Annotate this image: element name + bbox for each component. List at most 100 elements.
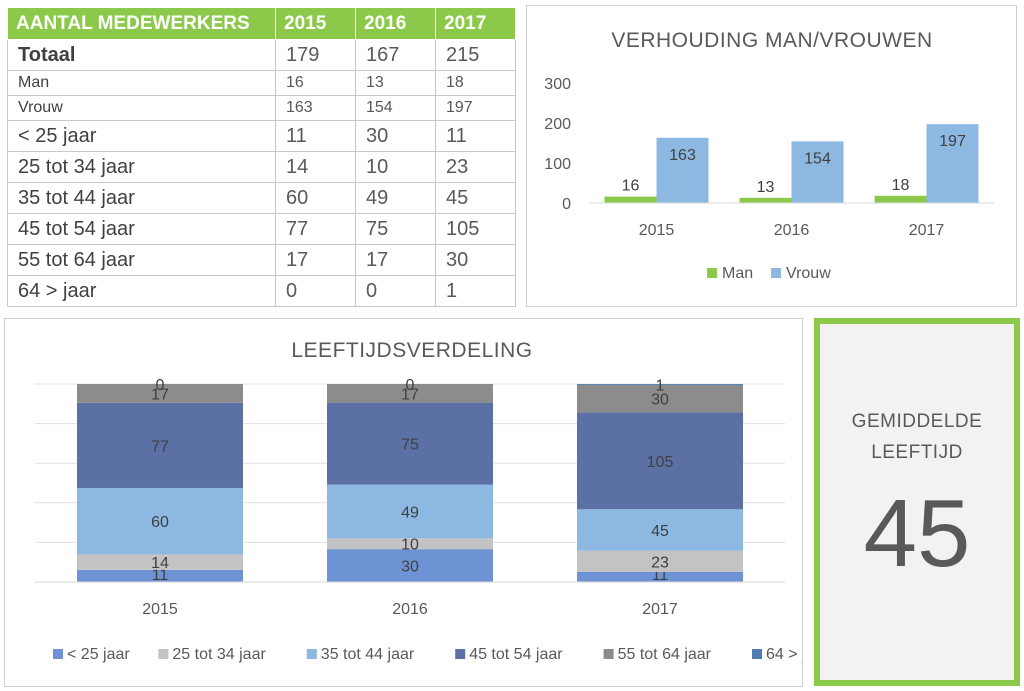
table-row: 55 tot 64 jaar 17 17 30: [7, 244, 516, 276]
table-row: Totaal 179 167 215: [7, 39, 516, 71]
bar-man: [739, 197, 792, 203]
cell-value: 11: [275, 120, 356, 152]
legend-swatch: [306, 649, 317, 659]
stack-segment: [577, 550, 743, 572]
table-header-year: 2015: [275, 7, 356, 40]
row-label: 35 tot 44 jaar: [7, 182, 276, 214]
data-label: 14: [151, 555, 169, 572]
legend-label: 55 tot 64 jaar: [618, 646, 712, 663]
legend-swatch: [771, 268, 781, 278]
table-row: 25 tot 34 jaar 14 10 23: [7, 151, 516, 183]
row-label: Totaal: [7, 39, 276, 71]
y-tick-label: 200: [544, 116, 571, 133]
average-age-label-line2: LEEFTIJD: [871, 442, 963, 463]
gender-chart: VERHOUDING MAN/VROUWEN 0 100 200 300 16 163 201…: [544, 29, 994, 282]
stack-segment: [577, 412, 743, 510]
cell-value: 154: [355, 95, 436, 121]
cell-value: 1: [435, 275, 516, 307]
stack-segment: [577, 571, 743, 582]
stack-segment: [327, 402, 493, 485]
table-row: < 25 jaar 11 30 11: [7, 120, 516, 152]
table-row: 35 tot 44 jaar 60 49 45: [7, 182, 516, 214]
cell-value: 45: [435, 182, 516, 214]
data-label: 18: [892, 177, 910, 194]
cell-value: 17: [275, 244, 356, 276]
row-label: 25 tot 34 jaar: [7, 151, 276, 183]
legend-label: 25 tot 34 jaar: [172, 646, 266, 663]
stack-segment: [77, 487, 243, 555]
stack-segment: [327, 538, 493, 550]
bar-vrouw: [656, 137, 709, 203]
legend-label: Vrouw: [786, 265, 831, 282]
data-label: 0: [156, 377, 165, 394]
row-label: < 25 jaar: [7, 120, 276, 152]
data-label: 49: [401, 504, 419, 521]
data-label: 23: [651, 554, 669, 571]
stack-segment: [77, 384, 243, 403]
bar-vrouw: [926, 124, 979, 203]
data-label: 30: [401, 559, 419, 576]
cell-value: 18: [435, 70, 516, 96]
legend-swatch: [455, 649, 466, 659]
y-tick-label: 300: [544, 76, 571, 93]
average-age-card: GEMIDDELDE LEEFTIJD 45: [814, 318, 1020, 686]
x-tick-label: 2015: [142, 601, 178, 618]
bar-man: [874, 195, 927, 203]
average-age-label: GEMIDDELDE LEEFTIJD: [820, 406, 1014, 468]
data-label: 1: [656, 377, 665, 394]
legend-label: Man: [722, 265, 753, 282]
row-label: Man: [7, 70, 276, 96]
cell-value: 0: [355, 275, 436, 307]
cell-value: 0: [275, 275, 356, 307]
legend-swatch: [752, 649, 762, 659]
cell-value: 105: [435, 213, 516, 245]
staff-count-table: AANTAL MEDEWERKERS 2015 2016 2017 Totaal…: [7, 7, 516, 310]
data-label: 13: [757, 179, 775, 196]
table-row: 45 tot 54 jaar 77 75 105: [7, 213, 516, 245]
cell-value: 23: [435, 151, 516, 183]
cell-value: 77: [275, 213, 356, 245]
cell-value: 75: [355, 213, 436, 245]
data-label: 197: [939, 133, 966, 150]
stack-segment: [327, 384, 493, 403]
table-header-year: 2017: [435, 7, 516, 40]
cell-value: 49: [355, 182, 436, 214]
data-label: 105: [647, 454, 674, 471]
legend-swatch: [53, 649, 63, 659]
data-label: 77: [151, 438, 169, 455]
cell-value: 13: [355, 70, 436, 96]
cell-value: 17: [355, 244, 436, 276]
chart-title: LEEFTIJDSVERDELING: [291, 339, 532, 362]
row-label: Vrouw: [7, 95, 276, 121]
y-tick-label: 0: [562, 196, 571, 213]
bar-man: [604, 196, 657, 203]
x-tick-label: 2015: [639, 222, 675, 239]
average-age-label-line1: GEMIDDELDE: [851, 411, 983, 432]
legend-swatch: [603, 649, 614, 659]
data-label: 17: [401, 386, 419, 403]
row-label: 55 tot 64 jaar: [7, 244, 276, 276]
table-header-title: AANTAL MEDEWERKERS: [7, 7, 276, 40]
cell-value: 14: [275, 151, 356, 183]
data-label: 0: [406, 377, 415, 394]
chart-title: VERHOUDING MAN/VROUWEN: [611, 29, 932, 52]
legend-label: 45 tot 54 jaar: [469, 646, 563, 663]
stack-segment: [77, 554, 243, 570]
x-tick-label: 2016: [392, 601, 428, 618]
data-label: 17: [151, 386, 169, 403]
cell-value: 215: [435, 39, 516, 71]
cell-value: 10: [355, 151, 436, 183]
row-label: 64 > jaar: [7, 275, 276, 307]
x-tick-label: 2016: [774, 222, 810, 239]
average-age-value: 45: [863, 480, 971, 587]
cell-value: 60: [275, 182, 356, 214]
age-chart-panel: LEEFTIJDSVERDELING 11 14 60 77 17 0 2015 30 10 49 7…: [4, 318, 829, 687]
legend-label: < 25 jaar: [67, 646, 130, 663]
table-header-year: 2016: [355, 7, 436, 40]
staff-table: AANTAL MEDEWERKERS 2015 2016 2017 Totaal…: [7, 7, 516, 307]
data-label: 16: [622, 178, 640, 195]
stack-segment: [327, 484, 493, 539]
cell-value: 197: [435, 95, 516, 121]
data-label: 163: [669, 147, 696, 164]
data-label: 10: [401, 537, 419, 554]
